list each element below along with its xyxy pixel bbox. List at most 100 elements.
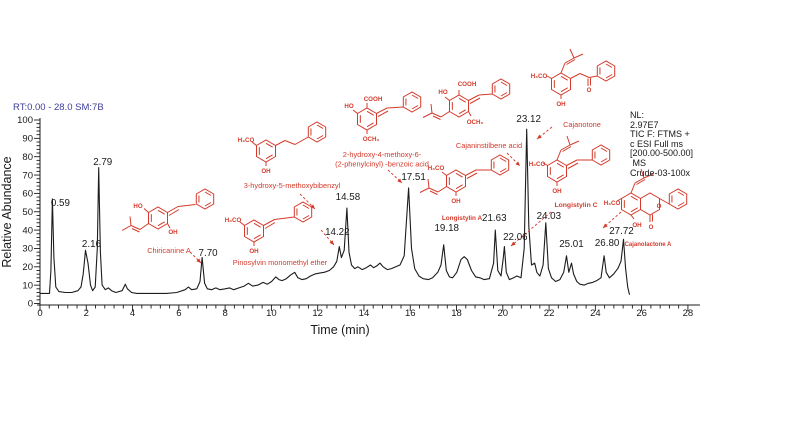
x-axis-tick-label: 2 [84,308,89,319]
svg-text:HO: HO [344,103,353,110]
compound-label-phenyl-benzoic-acid: 2-hydroxy-4-methoxy-6- [343,150,422,159]
svg-text:H₃CO: H₃CO [531,73,548,80]
structure-longistylin-c: H₃CO OH [529,135,611,195]
annotation-arrowhead-cajaninstilbene-acid [515,161,520,166]
annotation-arrowhead-longistylin-c [511,241,516,246]
svg-text:H₃CO: H₃CO [428,165,445,172]
svg-text:OH: OH [249,248,259,255]
info-line: NL: [630,110,645,120]
svg-text:OH: OH [632,222,642,229]
annotation-arrowhead-pinosylvin-monomethyl-ether [329,240,334,245]
structure-phenyl-benzoic-acid: COOH HO OCH₃ [344,91,422,143]
x-axis-tick-label: 18 [451,308,462,319]
y-axis-tick-label: 100 [17,115,33,126]
structure-cajanolactone-a: H₃CO OH O O [604,168,688,231]
x-axis-tick-label: 14 [359,308,370,319]
x-axis-tick-label: 8 [222,308,227,319]
tic-trace [39,128,630,295]
svg-text:OH: OH [552,188,562,195]
peak-label-0.59: 0.59 [51,198,70,209]
x-axis-tick-label: 24 [590,308,601,319]
x-axis-tick-label: 12 [312,308,323,319]
peak-label-24.03: 24.03 [537,211,562,222]
annotation-arrow-chiricanine-a [189,251,202,264]
annotation-arrowhead-chiricanine-a [196,258,201,263]
peak-label-14.58: 14.58 [336,192,361,203]
peak-label-22.06: 22.06 [503,232,528,243]
svg-text:COOH: COOH [458,81,477,88]
x-axis-tick-label: 4 [130,308,135,319]
peak-label-23.12: 23.12 [516,114,541,125]
y-axis-tick-label: 60 [22,189,33,200]
x-axis-tick-label: 28 [683,308,694,319]
header-rt-label: RT:0.00 - 28.0 SM:7B [13,102,104,113]
annotation-arrow-hydroxy-methoxybibenzyl [299,193,316,210]
svg-text:H₃CO: H₃CO [529,161,546,168]
svg-text:OCH₃: OCH₃ [467,119,484,126]
peak-label-14.22: 14.22 [325,227,350,238]
info-line: c ESI Full ms [630,138,684,149]
structure-pinosylvin-monomethyl-ether: H₃CO OH [225,201,313,255]
compound-label-phenyl-benzoic-acid: (2-phenylcinyl) -benzoic acid [335,160,429,169]
structure-chiricanine-a: HO OH [121,188,215,236]
y-axis-tick-label: 40 [22,225,33,236]
y-axis-tick-label: 0 [28,299,33,310]
annotation-arrow-longistylin-c [510,211,552,247]
compound-label-cajaninstilbene-acid: Cajaninstilbene acid [456,141,522,150]
compound-label-longistylin-a: Longistylin A [442,215,483,222]
peak-label-21.63: 21.63 [482,213,507,224]
structure-longistylin-a: H₃CO OH [419,154,510,205]
annotation-arrow-pinosylvin-monomethyl-ether [320,229,335,246]
x-axis-tick-label: 6 [176,308,181,319]
info-line: [200.00-500.00] [630,148,694,159]
peak-label-19.18: 19.18 [434,223,459,234]
info-line: 2.97E7 [630,119,659,130]
info-line: Crude-03-100x [630,167,691,178]
y-axis-title: Relative Abundance [0,156,14,267]
svg-text:H₃CO: H₃CO [604,200,621,207]
x-axis-tick-label: 20 [498,308,509,319]
peak-label-26.80: 26.80 [595,238,620,249]
annotation-arrowhead-hydroxy-methoxybibenzyl [310,204,315,209]
x-axis-tick-label: 0 [37,308,42,319]
structure-hydroxy-methoxybibenzyl: H₃CO OH [238,121,327,175]
svg-text:OH: OH [261,168,271,175]
annotations: HO OH Chiricanine A H₃CO OH Pinosylvin monome… [121,48,688,267]
svg-text:O: O [657,203,662,210]
peak-label-2.79: 2.79 [93,157,112,168]
svg-text:OH: OH [556,101,566,108]
compound-label-cajanolactone-a: Cajanolactone A [625,242,672,248]
peak-label-27.72: 27.72 [609,226,634,237]
structure-cajanotone: H₃CO OH O [531,48,616,108]
svg-text:OCH₃: OCH₃ [363,136,380,143]
svg-text:O: O [587,87,592,94]
y-axis-tick-label: 10 [22,280,33,291]
y-axis-tick-label: 30 [22,244,33,255]
annotation-arrowhead-cajanolactone-a [603,223,608,228]
peak-label-17.51: 17.51 [401,172,426,183]
y-axis-tick-label: 70 [22,170,33,181]
svg-text:HO: HO [133,203,142,210]
x-axis-tick-label: 26 [636,308,647,319]
svg-text:H₃CO: H₃CO [238,137,255,144]
peak-label-2.16: 2.16 [82,239,102,250]
x-axis-tick-label: 16 [405,308,416,319]
annotation-arrowhead-cajanotone [537,134,542,139]
scan-info-box: NL: 2.97E7 TIC F: FTMS + c ESI Full ms [… [630,110,694,178]
info-line: TIC F: FTMS + [630,129,690,140]
compound-label-longistylin-c: Longistylin C [554,202,597,209]
x-axis-tick-label: 10 [266,308,277,319]
svg-text:H₃CO: H₃CO [225,217,242,224]
compound-label-cajanotone: Cajanotone [563,120,601,129]
compound-label-hydroxy-methoxybibenzyl: 3-hydroxy-5-methoxybibenzyl [244,181,341,190]
annotation-arrowhead-phenyl-benzoic-acid [397,178,402,183]
svg-text:HO: HO [438,89,447,96]
svg-text:OH: OH [451,198,461,205]
compound-label-chiricanine-a: Chiricanine A [147,246,191,255]
y-axis-tick-label: 80 [22,152,33,163]
y-axis-tick-label: 50 [22,207,33,218]
compound-label-pinosylvin-monomethyl-ether: Pinosylvin monomethyl ether [233,258,328,267]
